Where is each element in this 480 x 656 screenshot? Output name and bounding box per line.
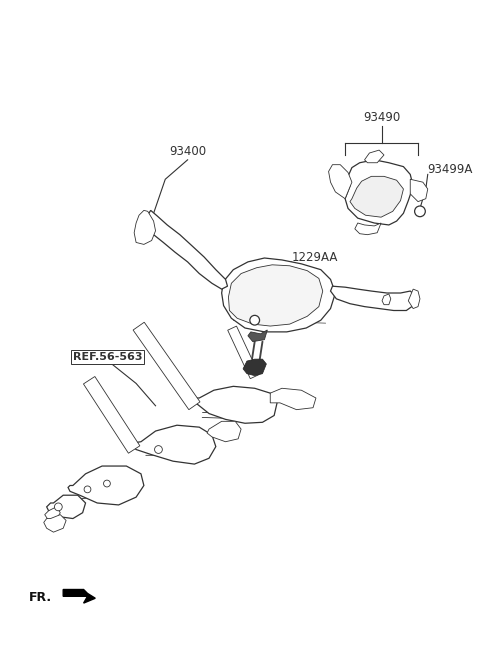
Polygon shape xyxy=(207,421,241,441)
Polygon shape xyxy=(194,386,277,423)
Polygon shape xyxy=(329,165,352,199)
Polygon shape xyxy=(131,425,216,464)
Polygon shape xyxy=(408,289,420,308)
Polygon shape xyxy=(382,294,391,304)
Polygon shape xyxy=(63,590,95,603)
Polygon shape xyxy=(47,495,85,518)
Polygon shape xyxy=(133,322,200,410)
Polygon shape xyxy=(222,258,336,332)
Text: 93499A: 93499A xyxy=(428,163,473,176)
Polygon shape xyxy=(243,359,266,376)
Polygon shape xyxy=(68,466,144,505)
Polygon shape xyxy=(331,286,416,310)
Text: FR.: FR. xyxy=(29,591,52,604)
Polygon shape xyxy=(228,265,323,326)
Circle shape xyxy=(54,503,62,511)
Polygon shape xyxy=(228,326,259,379)
Text: 1229AA: 1229AA xyxy=(292,251,338,264)
Polygon shape xyxy=(134,211,156,245)
Circle shape xyxy=(104,480,110,487)
Polygon shape xyxy=(364,150,384,163)
Polygon shape xyxy=(270,388,316,409)
Polygon shape xyxy=(45,507,60,520)
Text: 93490: 93490 xyxy=(363,111,400,124)
Circle shape xyxy=(250,316,260,325)
Polygon shape xyxy=(355,223,381,235)
Polygon shape xyxy=(345,160,413,225)
Circle shape xyxy=(84,486,91,493)
Polygon shape xyxy=(248,330,267,342)
Polygon shape xyxy=(84,377,140,453)
Polygon shape xyxy=(410,179,428,201)
Polygon shape xyxy=(44,515,66,532)
Circle shape xyxy=(415,206,425,216)
Polygon shape xyxy=(146,211,228,289)
Text: 93400: 93400 xyxy=(169,145,206,158)
Circle shape xyxy=(155,445,162,453)
Polygon shape xyxy=(350,176,403,217)
Text: REF.56-563: REF.56-563 xyxy=(73,352,143,362)
